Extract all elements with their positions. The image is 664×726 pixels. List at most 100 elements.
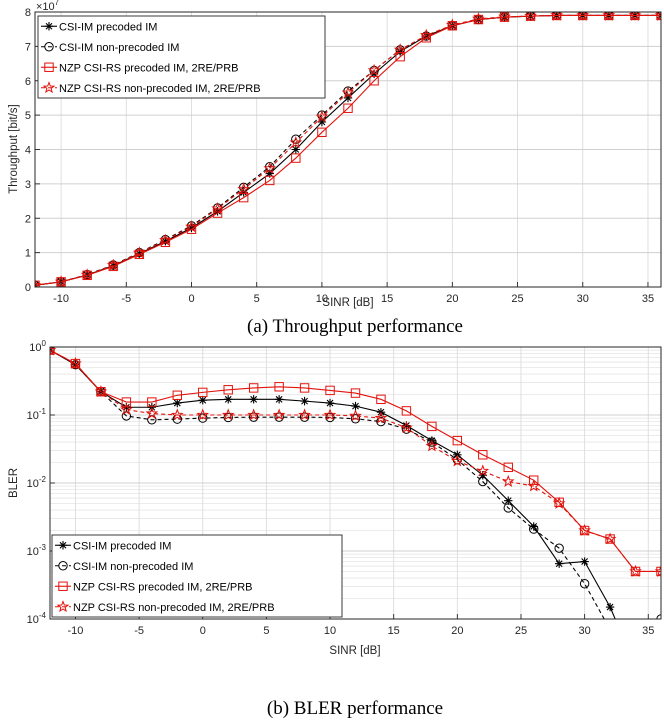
throughput-legend-label: NZP CSI-RS precoded IM, 2RE/PRB xyxy=(59,62,239,74)
bler-data-point xyxy=(325,398,335,408)
throughput-y-tick-label: 1 xyxy=(25,248,31,260)
throughput-legend-marker xyxy=(44,42,54,52)
throughput-data-point xyxy=(35,280,40,287)
bler-y-tick-label: 10-3 xyxy=(27,543,47,558)
bler-data-point xyxy=(579,579,590,589)
bler-legend-label: CSI-IM non-precoded IM xyxy=(73,561,193,573)
throughput-data-point xyxy=(445,18,459,31)
throughput-data-point xyxy=(550,12,564,21)
throughput-y-multiplier: ×107 xyxy=(36,0,60,13)
bler-data-point xyxy=(300,396,309,406)
bler-x-tick-label: 10 xyxy=(324,625,336,637)
bler-data-point xyxy=(376,394,386,405)
bler-data-point xyxy=(223,412,233,423)
bler-data-point xyxy=(172,390,182,400)
throughput-data-point xyxy=(369,69,379,79)
bler-data-point xyxy=(325,412,335,423)
throughput-x-tick-label: 25 xyxy=(511,293,523,305)
bler-data-point xyxy=(298,408,311,421)
bler-data-point xyxy=(145,406,159,419)
throughput-data-point xyxy=(524,12,537,22)
throughput-data-point xyxy=(343,103,353,113)
bler-data-point xyxy=(605,602,615,612)
throughput-series-line xyxy=(35,14,661,286)
bler-data-point xyxy=(122,403,131,412)
throughput-data-point xyxy=(237,182,251,195)
bler-data-point xyxy=(274,412,284,422)
bler-data-point xyxy=(147,397,157,407)
bler-data-point xyxy=(248,383,259,393)
throughput-legend-entry: NZP CSI-RS non-precoded IM, 2RE/PRB xyxy=(41,81,261,95)
throughput-x-tick-label: 5 xyxy=(254,293,260,305)
throughput-data-point xyxy=(498,12,511,23)
bler-data-point xyxy=(554,559,564,568)
bler-data-point xyxy=(69,356,82,370)
bler-data-point xyxy=(452,435,463,446)
bler-data-point xyxy=(323,408,337,421)
bler-data-point xyxy=(198,396,207,405)
bler-data-point xyxy=(478,450,488,460)
throughput-legend: CSI-IM precoded IM CSI-IM non-precoded IM… xyxy=(37,15,326,99)
bler-data-point xyxy=(657,662,664,670)
bler-data-point xyxy=(580,557,589,566)
bler-legend: CSI-IM precoded IM CSI-IM non-precoded IM… xyxy=(51,534,343,618)
throughput-x-tick-label: 35 xyxy=(642,293,654,305)
throughput-y-tick-label: 7 xyxy=(25,41,31,53)
throughput-legend-label: CSI-IM non-precoded IM xyxy=(59,42,179,54)
bler-legend-entry: NZP CSI-RS precoded IM, 2RE/PRB xyxy=(55,581,253,593)
bler-data-point xyxy=(529,522,538,531)
throughput-legend-entry: CSI-IM precoded IM xyxy=(41,21,157,33)
throughput-legend-label: CSI-IM precoded IM xyxy=(59,21,157,33)
bler-data-point xyxy=(50,347,55,355)
throughput-y-tick-label: 4 xyxy=(25,145,31,157)
throughput-data-point xyxy=(134,249,145,260)
throughput-data-point xyxy=(628,12,642,21)
throughput-data-point xyxy=(315,110,329,123)
bler-caption: (b) BLER performance xyxy=(267,698,443,719)
throughput-data-point xyxy=(108,261,118,272)
bler-data-point xyxy=(94,385,108,398)
bler-data-point xyxy=(224,395,233,404)
bler-data-point xyxy=(121,397,132,407)
throughput-x-tick-label: 0 xyxy=(188,293,194,305)
throughput-data-point xyxy=(291,153,301,163)
bler-data-point xyxy=(299,383,310,393)
bler-data-point xyxy=(120,402,133,416)
bler-legend-marker xyxy=(58,541,68,550)
throughput-legend-entry: CSI-IM non-precoded IM xyxy=(41,42,179,54)
throughput-y-tick-label: 2 xyxy=(25,213,31,225)
bler-data-point xyxy=(198,413,208,423)
bler-legend-marker xyxy=(58,581,68,591)
throughput-data-point xyxy=(343,93,353,103)
throughput-legend-label: NZP CSI-RS non-precoded IM, 2RE/PRB xyxy=(59,83,261,95)
bler-data-point xyxy=(325,385,335,396)
throughput-y-tick-label: 3 xyxy=(25,179,31,191)
throughput-x-tick-label: 20 xyxy=(446,293,458,305)
bler-data-point xyxy=(554,543,564,553)
throughput-legend-marker xyxy=(44,62,54,72)
bler-data-point xyxy=(374,411,388,424)
bler-data-point xyxy=(198,387,208,398)
throughput-legend-box xyxy=(37,15,326,99)
bler-data-point xyxy=(503,503,513,513)
bler-x-tick-label: -10 xyxy=(68,625,84,637)
throughput-x-tick-label: 10 xyxy=(316,293,328,305)
throughput-caption: (a) Throughput performance xyxy=(247,316,463,337)
bler-y-tick-label: 100 xyxy=(29,339,46,354)
throughput-data-point xyxy=(265,169,274,178)
bler-data-point xyxy=(376,416,386,427)
throughput-data-point xyxy=(369,76,379,86)
bler-legend-label: NZP CSI-RS non-precoded IM, 2RE/PRB xyxy=(73,602,275,614)
bler-y-tick-label: 10-1 xyxy=(27,407,47,422)
bler-data-point xyxy=(221,408,235,421)
bler-data-point xyxy=(223,385,233,395)
bler-data-point xyxy=(350,388,361,398)
bler-legend-marker xyxy=(58,561,68,571)
throughput-x-tick-label: 15 xyxy=(381,293,393,305)
throughput-x-tick-label: -5 xyxy=(121,293,131,305)
bler-data-point xyxy=(527,479,541,492)
throughput-data-point xyxy=(654,12,661,21)
bler-data-point xyxy=(450,454,464,467)
bler-data-point xyxy=(631,625,639,633)
bler-data-point xyxy=(400,421,413,434)
